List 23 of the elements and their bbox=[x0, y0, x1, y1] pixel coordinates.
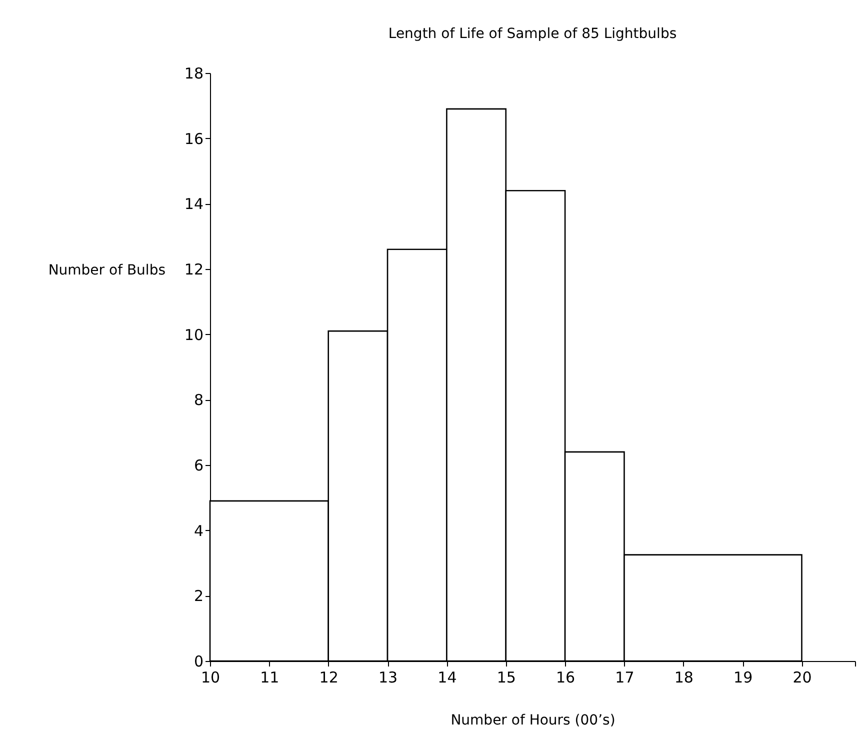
y-axis-title: Number of Bulbs bbox=[48, 262, 166, 278]
x-tick-label: 19 bbox=[734, 668, 753, 686]
x-tick-label: 20 bbox=[792, 668, 812, 686]
x-axis-title: Number of Hours (00’s) bbox=[450, 712, 616, 728]
y-tick-label: 6 bbox=[194, 456, 204, 474]
chart-title: Length of Life of Sample of 85 Lightbulbs bbox=[388, 26, 677, 42]
x-tick-label: 11 bbox=[260, 668, 280, 686]
y-tick-label: 8 bbox=[194, 391, 204, 410]
x-tick-label: 14 bbox=[438, 668, 457, 686]
y-tick-label: 4 bbox=[194, 522, 204, 540]
x-tick-label: 12 bbox=[319, 668, 338, 686]
y-tick-label: 18 bbox=[184, 64, 204, 82]
y-tick-label: 2 bbox=[194, 587, 204, 606]
x-tick-label: 15 bbox=[496, 668, 516, 686]
x-tick-label: 18 bbox=[674, 668, 694, 686]
y-tick-label: 14 bbox=[184, 195, 204, 214]
x-tick-label: 13 bbox=[378, 668, 398, 686]
y-tick-label: 12 bbox=[184, 260, 204, 278]
y-tick-label: 0 bbox=[194, 652, 204, 670]
x-tick-label: 17 bbox=[615, 668, 634, 686]
x-tick-label: 16 bbox=[556, 668, 576, 686]
y-tick-label: 10 bbox=[184, 326, 204, 344]
y-tick-label: 16 bbox=[184, 130, 204, 148]
